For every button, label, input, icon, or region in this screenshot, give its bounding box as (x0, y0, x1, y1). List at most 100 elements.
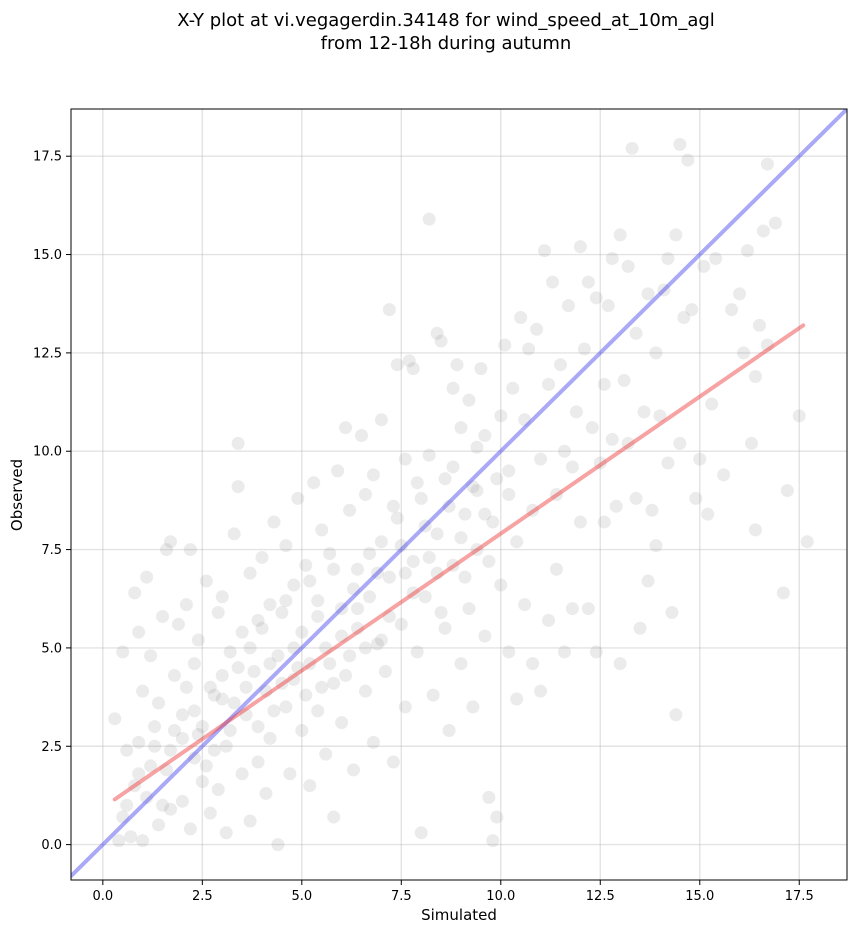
y-tick-label: 17.5 (33, 150, 62, 165)
data-point (641, 574, 655, 588)
data-point (223, 724, 237, 738)
data-point (697, 259, 711, 273)
data-point (311, 594, 325, 608)
data-point (617, 373, 631, 387)
data-point (542, 377, 556, 391)
data-point (211, 606, 225, 620)
data-point (605, 432, 619, 446)
data-point (263, 731, 277, 745)
data-point (482, 554, 496, 568)
data-point (665, 606, 679, 620)
data-point (593, 456, 607, 470)
data-point (323, 547, 337, 561)
data-point (629, 491, 643, 505)
data-point (144, 759, 158, 773)
data-point (235, 625, 249, 639)
data-point (709, 251, 723, 265)
data-point (470, 543, 484, 557)
data-point (685, 303, 699, 317)
data-point (315, 680, 329, 694)
data-point (677, 310, 691, 324)
data-point (462, 393, 476, 407)
data-point (167, 668, 181, 682)
data-point (542, 613, 556, 627)
data-point (430, 527, 444, 541)
data-point (291, 661, 305, 675)
data-point (744, 436, 758, 450)
data-point (565, 460, 579, 474)
data-point (370, 566, 384, 580)
chart-title-line1: X-Y plot at vi.vegagerdin.34148 for wind… (177, 10, 715, 31)
identity-line (71, 109, 847, 879)
data-point (362, 590, 376, 604)
data-point (167, 724, 181, 738)
data-point (792, 409, 806, 423)
data-point (315, 523, 329, 537)
data-point (565, 602, 579, 616)
data-point (187, 657, 201, 671)
data-point (335, 629, 349, 643)
data-point (701, 507, 715, 521)
data-point (589, 645, 603, 659)
data-point (351, 621, 365, 635)
data-point (183, 543, 197, 557)
data-point (203, 806, 217, 820)
data-point (291, 491, 305, 505)
data-point (108, 712, 122, 726)
data-point (613, 228, 627, 242)
data-point (179, 680, 193, 694)
data-point (681, 153, 695, 167)
data-point (752, 318, 766, 332)
data-point (386, 755, 400, 769)
data-point (187, 704, 201, 718)
data-point (299, 688, 313, 702)
data-point (510, 692, 524, 706)
data-point (152, 818, 166, 832)
data-point (136, 684, 150, 698)
data-point (343, 649, 357, 663)
data-point (776, 586, 790, 600)
data-point (279, 539, 293, 553)
data-point (175, 794, 189, 808)
data-point (717, 468, 731, 482)
data-point (219, 739, 233, 753)
data-point (661, 456, 675, 470)
data-point (673, 137, 687, 151)
x-tick-label: 15.0 (685, 889, 714, 904)
data-point (295, 724, 309, 738)
data-point (307, 476, 321, 490)
data-point (637, 405, 651, 419)
data-point (271, 838, 285, 852)
data-point (116, 810, 130, 824)
data-point (434, 334, 448, 348)
data-point (442, 499, 456, 513)
data-point (251, 613, 265, 627)
data-point (223, 645, 237, 659)
data-point (207, 688, 221, 702)
data-point (140, 570, 154, 584)
data-point (370, 637, 384, 651)
data-point (502, 464, 516, 478)
data-point (693, 452, 707, 466)
data-point (390, 511, 404, 525)
y-axis-label: Observed (8, 459, 26, 531)
data-point (199, 759, 213, 773)
data-point (394, 539, 408, 553)
x-axis-ticks: 0.0 2.5 5.0 7.5 10.0 12.5 15.0 17.5 (92, 880, 814, 904)
data-point (191, 633, 205, 647)
data-point (522, 342, 536, 356)
data-point (271, 649, 285, 663)
x-tick-label: 7.5 (391, 889, 412, 904)
data-point (335, 716, 349, 730)
data-point (203, 680, 217, 694)
data-point (649, 346, 663, 360)
data-point (279, 594, 293, 608)
x-tick-label: 2.5 (192, 889, 213, 904)
data-point (239, 680, 253, 694)
data-point (251, 720, 265, 734)
data-point (303, 657, 317, 671)
data-point (386, 499, 400, 513)
data-point (120, 743, 134, 757)
